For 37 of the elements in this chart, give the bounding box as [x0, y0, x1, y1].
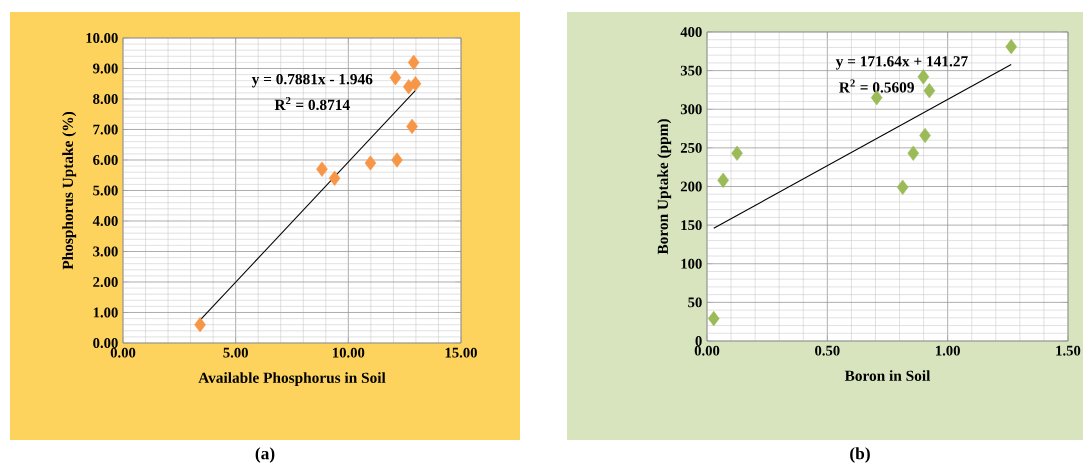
y-tick-label: 100 [681, 258, 702, 269]
y-tick-label: 50 [688, 297, 702, 308]
y-tick-label: 4.00 [92, 216, 118, 226]
annotation: R$^{2}$ = 0.5609 [839, 79, 914, 93]
y-tick-label: 0 [695, 336, 702, 346]
y-tick-label: 200 [680, 181, 702, 192]
x-axis-title: Boron in Soil [844, 370, 931, 381]
y-tick-label: 10.00 [86, 33, 118, 43]
y-axis-title: Boron Uptake (ppm) [657, 119, 672, 255]
annotation: y = 171.64x + 141.27 [835, 56, 968, 70]
text: (a) [255, 447, 275, 463]
x-tick-label: 15.00 [445, 347, 477, 358]
y-tick-label: 5.00 [93, 185, 118, 196]
x-tick-label: 0.00 [110, 347, 136, 358]
y-tick-label: 9.00 [93, 63, 118, 74]
y-tick-label: 2.00 [93, 277, 118, 287]
y-tick-label: 0.00 [93, 338, 118, 348]
y-tick-label: 7.00 [93, 124, 118, 135]
y-tick-label: 8.00 [93, 94, 118, 104]
x-tick-label: 1.00 [936, 345, 960, 356]
y-tick-label: 350 [680, 65, 702, 76]
x-axis-title: Available Phosphorus in Soil [198, 372, 386, 387]
y-tick-label: 150 [681, 220, 702, 231]
y-tick-label: 300 [680, 104, 702, 115]
x-tick-label: 5.00 [223, 347, 248, 358]
y-tick-label: 3.00 [93, 246, 118, 257]
y-tick-label: 6.00 [93, 155, 118, 165]
text: (b) [850, 447, 870, 463]
y-axis-title: Phosphorus Uptake (%) [62, 111, 77, 270]
x-tick-label: 10.00 [333, 347, 365, 358]
y-tick-label: 1.00 [93, 307, 118, 318]
annotation: y = 0.7881x - 1.946 [251, 73, 373, 88]
annotation: R$^{2}$ = 0.8714 [274, 96, 350, 111]
x-tick-label: 0.50 [815, 345, 840, 356]
x-tick-label: 1.50 [1056, 345, 1081, 356]
y-tick-label: 250 [680, 142, 702, 153]
y-tick-label: 400 [680, 27, 702, 37]
